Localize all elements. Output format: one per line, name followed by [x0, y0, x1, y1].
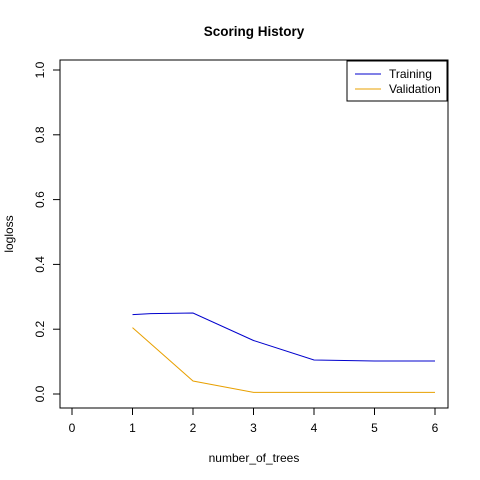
y-tick-label: 0.2 [33, 321, 47, 338]
y-tick-label: 0.8 [33, 126, 47, 143]
y-tick-label: 0.6 [33, 191, 47, 208]
x-tick-label: 1 [129, 421, 136, 435]
y-tick-label: 0.4 [33, 256, 47, 273]
x-axis: 0 1 2 3 4 5 6 [69, 408, 439, 435]
legend-label-training: Training [389, 67, 432, 81]
series-line-training [132, 312, 435, 362]
legend-box [346, 60, 448, 102]
x-tick-label: 2 [190, 421, 197, 435]
legend-label-validation: Validation [389, 82, 441, 96]
x-tick-label: 4 [311, 421, 318, 435]
series-line-validation [132, 327, 435, 393]
plot-frame [59, 59, 449, 409]
x-tick-label: 5 [371, 421, 378, 435]
y-tick-label: 0.0 [33, 385, 47, 402]
y-axis-label: logloss [2, 215, 16, 252]
x-tick-label: 6 [432, 421, 439, 435]
x-tick-label: 0 [69, 421, 76, 435]
series-layer [132, 312, 435, 393]
y-tick-label: 1.0 [33, 61, 47, 78]
y-axis: 0.0 0.2 0.4 0.6 0.8 1.0 [33, 61, 60, 402]
x-tick-label: 3 [250, 421, 257, 435]
chart-title: Scoring History [204, 24, 305, 39]
x-axis-label: number_of_trees [209, 451, 300, 465]
